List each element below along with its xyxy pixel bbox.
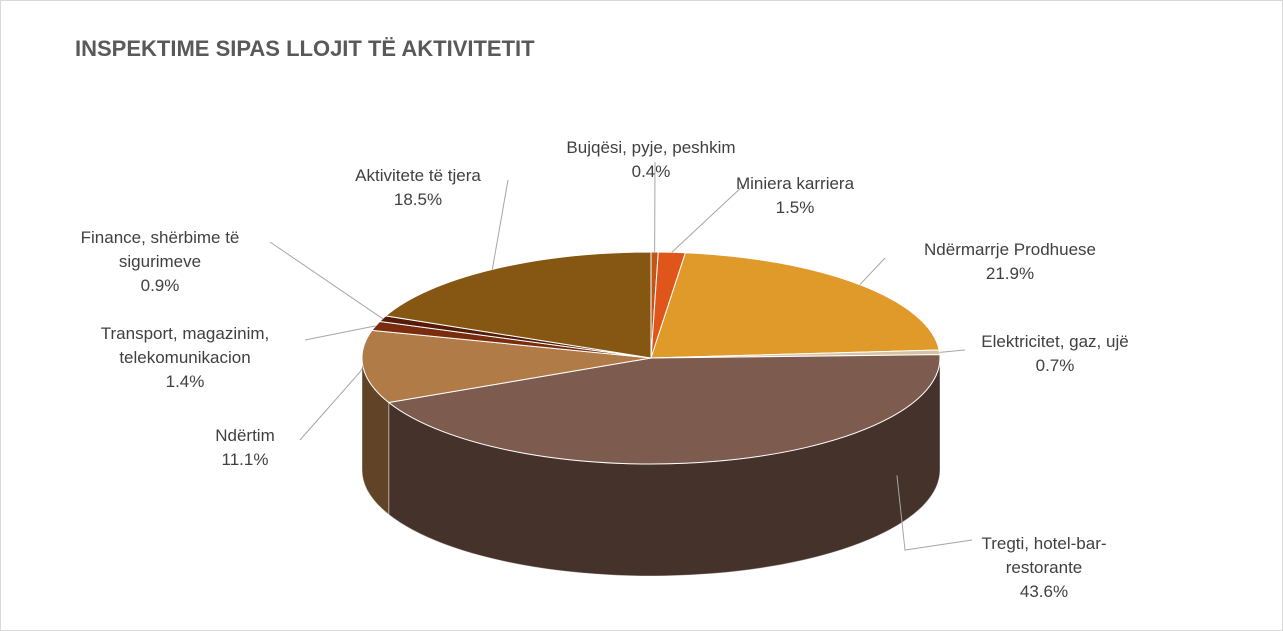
data-label: Ndërmarrje Prodhuese 21.9%	[890, 238, 1130, 286]
label-category: Ndërmarrje Prodhuese	[924, 240, 1096, 259]
label-category: Transport, magazinim, telekomunikacion	[100, 324, 270, 367]
pie-slice	[387, 354, 941, 465]
pie-slice	[361, 329, 652, 404]
label-value: 0.9%	[140, 276, 180, 295]
data-label: Ndërtim 11.1%	[175, 424, 315, 472]
leader-line	[896, 475, 973, 551]
chart-title: INSPEKTIME SIPAS LLOJIT TË AKTIVITETIT	[75, 36, 535, 61]
label-category: Ndërtim	[215, 426, 275, 445]
data-label: Miniera karriera 1.5%	[695, 172, 895, 220]
data-label: Aktivitete të tjera 18.5%	[318, 164, 518, 212]
label-value: 1.4%	[165, 372, 205, 391]
label-value: 0.4%	[631, 162, 671, 181]
label-category: Tregti, hotel-bar-restorante	[981, 534, 1107, 577]
label-value: 21.9%	[985, 264, 1035, 283]
data-label: Elektricitet, gaz, ujë 0.7%	[950, 330, 1160, 378]
leader-line	[304, 325, 376, 341]
label-value: 43.6%	[1019, 582, 1069, 601]
label-value: 1.5%	[775, 198, 815, 217]
leader-line	[671, 183, 746, 253]
label-value: 0.7%	[1035, 356, 1075, 375]
leader-line	[939, 349, 966, 353]
data-label: Finance, shërbime të sigurimeve 0.9%	[40, 226, 280, 298]
data-label: Bujqësi, pyje, peshkim 0.4%	[551, 136, 751, 184]
label-category: Finance, shërbime të sigurimeve	[80, 228, 240, 271]
leader-line	[491, 179, 509, 270]
label-value: 11.1%	[221, 450, 269, 469]
label-category: Bujqësi, pyje, peshkim	[566, 138, 736, 157]
leader-line	[269, 241, 383, 320]
label-value: 18.5%	[393, 190, 443, 209]
data-label: Transport, magazinim, telekomunikacion 1.…	[45, 322, 325, 394]
label-category: Miniera karriera	[735, 174, 855, 193]
leader-line	[299, 366, 364, 441]
label-category: Elektricitet, gaz, ujë	[981, 332, 1129, 351]
data-label: Tregti, hotel-bar-restorante 43.6%	[944, 532, 1144, 604]
label-category: Aktivitete të tjera	[355, 166, 481, 185]
pie-slice	[650, 252, 940, 359]
leader-line	[859, 257, 886, 286]
